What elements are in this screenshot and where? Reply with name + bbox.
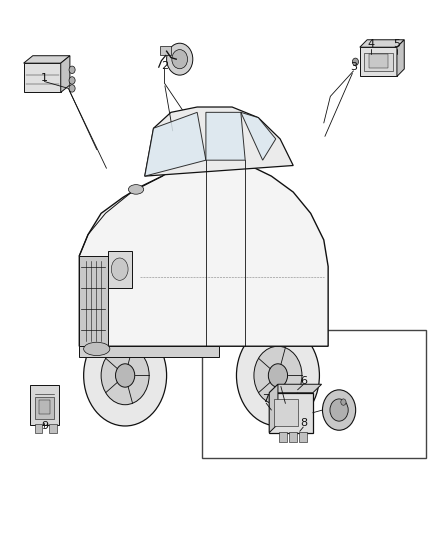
Text: 7: 7 xyxy=(263,394,270,405)
Polygon shape xyxy=(269,384,321,393)
Bar xyxy=(79,256,108,346)
Circle shape xyxy=(237,325,319,426)
Bar xyxy=(108,251,132,288)
Circle shape xyxy=(268,364,288,387)
Bar xyxy=(279,432,287,442)
Polygon shape xyxy=(24,56,70,63)
Text: 5: 5 xyxy=(394,39,401,49)
Circle shape xyxy=(84,325,166,426)
Text: 2: 2 xyxy=(161,61,168,70)
Circle shape xyxy=(69,85,75,92)
Circle shape xyxy=(172,50,187,69)
Circle shape xyxy=(69,77,75,84)
Bar xyxy=(160,46,171,55)
Text: 6: 6 xyxy=(300,376,307,386)
Ellipse shape xyxy=(84,342,110,356)
Bar xyxy=(368,54,388,68)
Polygon shape xyxy=(241,112,276,160)
Circle shape xyxy=(69,66,75,74)
Text: 8: 8 xyxy=(300,418,308,429)
Ellipse shape xyxy=(111,258,128,280)
Polygon shape xyxy=(145,112,206,176)
Polygon shape xyxy=(79,346,219,357)
Polygon shape xyxy=(61,56,70,92)
Polygon shape xyxy=(145,107,293,176)
Polygon shape xyxy=(206,112,245,160)
Bar xyxy=(35,398,54,419)
Bar xyxy=(201,330,426,458)
Circle shape xyxy=(341,399,346,405)
Circle shape xyxy=(101,346,149,405)
Polygon shape xyxy=(397,40,404,76)
Bar xyxy=(289,432,297,442)
Polygon shape xyxy=(360,47,397,76)
Bar xyxy=(30,385,59,425)
Circle shape xyxy=(166,43,193,75)
Bar xyxy=(299,432,307,442)
Text: 4: 4 xyxy=(367,39,374,49)
Polygon shape xyxy=(269,384,278,433)
Bar xyxy=(275,399,298,426)
Polygon shape xyxy=(79,160,328,346)
Circle shape xyxy=(322,390,356,430)
Bar xyxy=(39,400,50,414)
Circle shape xyxy=(116,364,135,387)
Polygon shape xyxy=(24,63,61,92)
Bar xyxy=(364,53,392,71)
Bar xyxy=(269,393,313,433)
Bar xyxy=(49,424,57,433)
Ellipse shape xyxy=(128,184,144,194)
Circle shape xyxy=(330,399,348,421)
Polygon shape xyxy=(360,40,404,47)
Circle shape xyxy=(353,58,358,66)
Circle shape xyxy=(254,346,302,405)
Text: 1: 1 xyxy=(41,73,48,83)
Bar xyxy=(35,424,42,433)
Text: 9: 9 xyxy=(41,421,48,431)
Text: 3: 3 xyxy=(350,62,357,72)
